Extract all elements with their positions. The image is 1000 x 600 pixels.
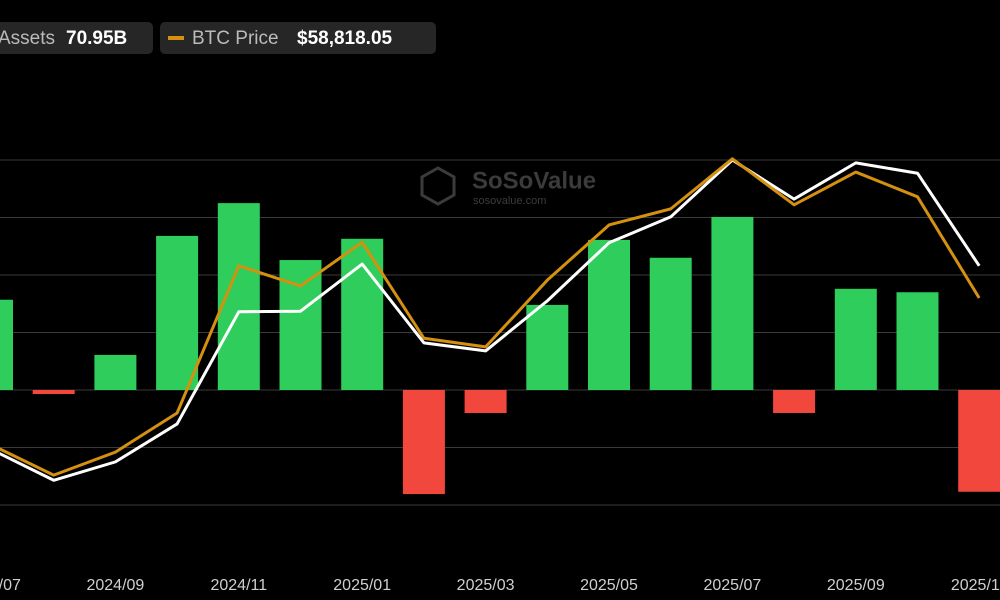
- lines: [0, 157, 981, 482]
- line: [0, 158, 981, 482]
- x-tick-label: 2025/01: [333, 577, 391, 594]
- bars: [0, 203, 1000, 495]
- bar: [217, 203, 260, 390]
- bar: [0, 299, 13, 390]
- bar: [341, 238, 384, 390]
- legend-box: [0, 22, 153, 54]
- bar: [32, 390, 75, 395]
- x-tick-label: 2025/09: [827, 577, 885, 594]
- x-tick-label: 2025/03: [457, 577, 515, 594]
- x-tick-label: 2024/09: [86, 577, 144, 594]
- bar: [279, 260, 322, 390]
- watermark-name: SoSoValue: [472, 167, 596, 194]
- bar: [464, 390, 507, 413]
- legend-box: [160, 22, 436, 54]
- x-tick-label: 2025/05: [580, 577, 638, 594]
- legend-value: 70.95B: [66, 28, 127, 49]
- watermark-logo: [420, 166, 456, 206]
- legend-label: BTC Price: [192, 28, 279, 49]
- x-tick-label: 2024/11: [210, 577, 267, 594]
- watermark-url: sosovalue.com: [473, 195, 546, 207]
- legend: Assets 70.95B BTC Price $58,818.05: [0, 22, 436, 54]
- bar: [834, 288, 877, 390]
- legend-label: Assets: [0, 28, 55, 49]
- bar: [711, 216, 754, 390]
- bar: [958, 390, 1000, 492]
- x-tick-label: 2025/07: [703, 577, 761, 594]
- bar: [649, 257, 692, 390]
- bar: [526, 304, 569, 390]
- bar: [588, 239, 630, 390]
- line: [0, 157, 981, 477]
- bar: [773, 390, 816, 413]
- x-tick-label: 2024/07: [0, 577, 21, 594]
- legend-value: $58,818.05: [297, 28, 393, 49]
- bar: [94, 354, 137, 390]
- bar: [156, 235, 199, 390]
- x-axis: 2024/07 2024/09 2024/11 2025/01 2025/03 2025/…: [0, 577, 1000, 594]
- x-tick-label: 2025/11: [951, 577, 1000, 594]
- bar: [896, 292, 939, 390]
- watermark: SoSoValue sosovalue.com: [420, 166, 596, 207]
- bar: [402, 390, 445, 495]
